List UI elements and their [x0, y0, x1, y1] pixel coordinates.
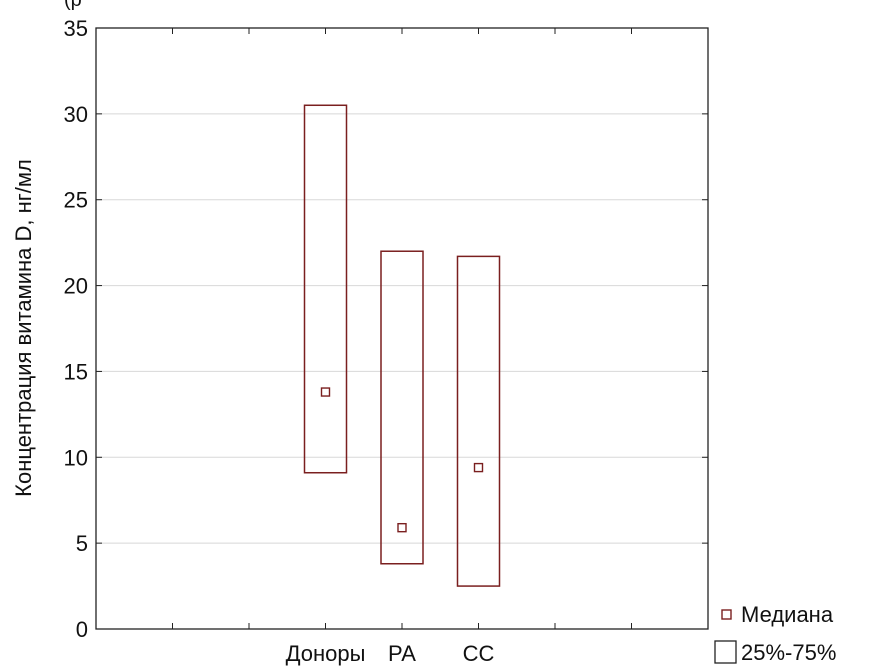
- median-marker: [320, 387, 331, 397]
- y-tick-label: 15: [64, 359, 88, 384]
- boxes: [303, 104, 501, 587]
- y-tick-label: 35: [64, 16, 88, 41]
- y-tick-labels: 0 5 10 15 20 25 30 35: [64, 16, 88, 642]
- grid-lines: [96, 113, 708, 544]
- x-tick-label: СС: [463, 641, 495, 666]
- x-tick-label: Доноры: [286, 641, 366, 666]
- y-tick-label: 30: [64, 102, 88, 127]
- legend-median-symbol: [721, 609, 732, 620]
- legend-box-symbol: [714, 640, 737, 664]
- median-marker: [473, 462, 484, 473]
- y-tick-label: 20: [64, 274, 88, 299]
- iqr-box: [303, 104, 348, 474]
- legend: Медиана 25%-75%: [714, 602, 836, 665]
- iqr-box: [456, 255, 501, 587]
- y-tick-label: 10: [64, 445, 88, 470]
- y-tick-label: 25: [64, 188, 88, 213]
- x-tick-labels: Доноры РА СС: [286, 641, 495, 666]
- x-tick-label: РА: [388, 641, 416, 666]
- ticks: [96, 27, 708, 630]
- iqr-box: [380, 250, 424, 565]
- legend-box-label: 25%-75%: [741, 640, 836, 665]
- y-tick-label: 0: [76, 617, 88, 642]
- median-marker: [397, 522, 407, 533]
- y-axis-title: Концентрация витамина D, нг/мл: [11, 159, 36, 497]
- plot-frame: [95, 27, 709, 630]
- fragment-text: (р: [64, 0, 82, 11]
- y-tick-label: 5: [76, 531, 88, 556]
- legend-median-label: Медиана: [741, 602, 834, 627]
